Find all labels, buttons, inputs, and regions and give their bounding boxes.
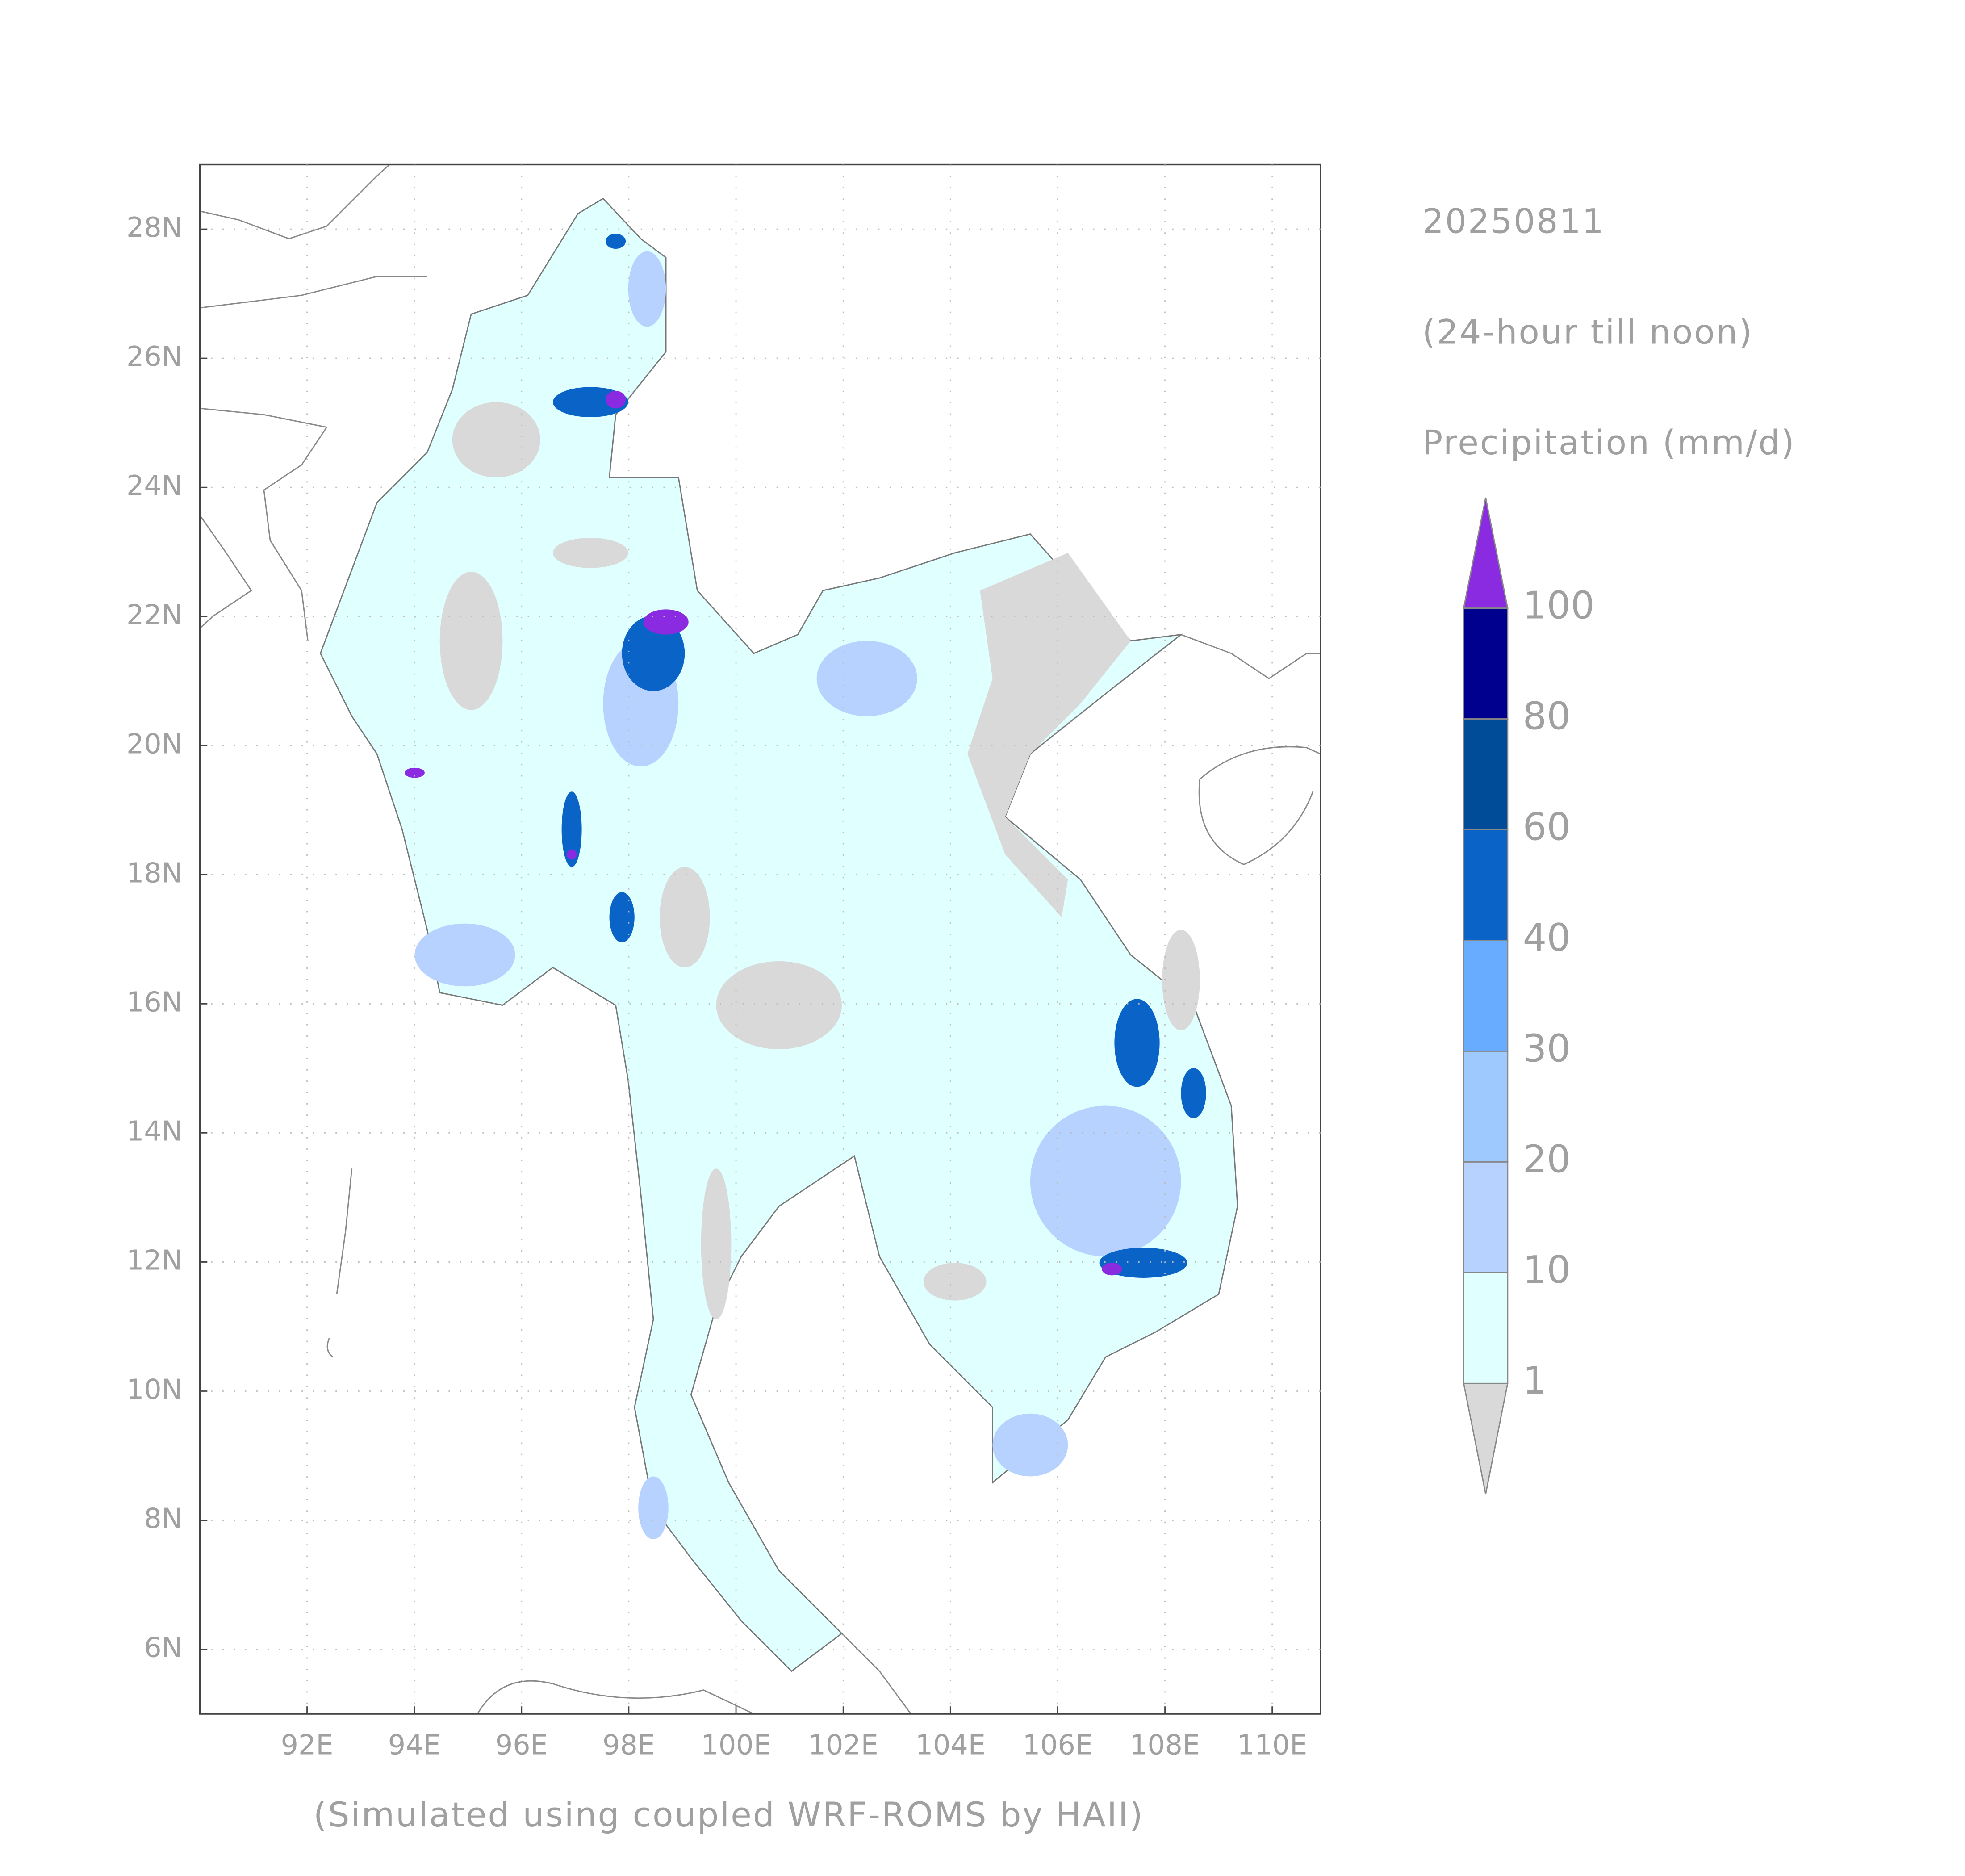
x-tick-label: 110E (1237, 1729, 1307, 1761)
x-tick-label: 102E (808, 1729, 878, 1761)
colorbar-box (1463, 1050, 1509, 1163)
colorbar-under (1463, 1382, 1509, 1495)
y-tick-label: 22N (126, 599, 182, 631)
land (319, 197, 1238, 1672)
colorbar-label: 20 (1523, 1137, 1571, 1181)
period-label: (24-hour till noon) (1422, 312, 1753, 352)
x-tick-label: 98E (602, 1729, 655, 1761)
colorbar-box (1463, 940, 1509, 1052)
y-tick-label: 12N (126, 1244, 182, 1277)
y-tick-label: 10N (126, 1374, 182, 1406)
y-tick-label: 18N (126, 857, 182, 889)
x-tick-label: 100E (701, 1729, 771, 1761)
colorbar-label: 60 (1523, 805, 1571, 849)
extreme-rain (404, 390, 1122, 1276)
x-tick-label: 92E (281, 1729, 334, 1761)
colorbar-label: 100 (1523, 584, 1595, 628)
colorbar-box (1463, 829, 1509, 941)
y-tick-label: 26N (126, 340, 182, 373)
x-tick-label: 96E (495, 1729, 548, 1761)
colorbar-over (1463, 497, 1509, 609)
y-tick-label: 8N (144, 1503, 182, 1535)
y-tick-label: 24N (126, 469, 182, 502)
y-tick-label: 16N (126, 986, 182, 1018)
caption: (Simulated using coupled WRF-ROMS by HAI… (314, 1795, 1144, 1834)
colorbar-box (1463, 1161, 1509, 1273)
land-mass (319, 197, 1238, 1672)
colorbar-label: 10 (1523, 1248, 1571, 1292)
y-tick-label: 14N (126, 1115, 182, 1147)
map-frame (199, 163, 1321, 1715)
colorbar-label: 80 (1523, 694, 1571, 738)
x-tick-label: 94E (388, 1729, 441, 1761)
date-label: 20250811 (1422, 202, 1605, 241)
colorbar-label: 1 (1523, 1359, 1547, 1403)
colorbar-label: 40 (1523, 916, 1571, 959)
colorbar-box (1463, 607, 1509, 720)
y-tick-label: 28N (126, 211, 182, 243)
light-rain (414, 251, 1181, 1540)
colorbar: 1 10 20 30 40 60 80 100 (1463, 497, 1595, 1495)
x-tick-label: 104E (916, 1729, 986, 1761)
variable-label: Precipitation (mm/d) (1422, 423, 1796, 462)
colorbar-label: 30 (1523, 1026, 1571, 1070)
colorbar-box (1463, 1272, 1509, 1384)
x-tick-label: 108E (1130, 1729, 1200, 1761)
x-tick-label: 106E (1023, 1729, 1093, 1761)
axes: 92E 94E 96E 98E 100E 102E 104E 106E 108E 110E 6N 8N… (126, 164, 1321, 1761)
y-tick-label: 20N (126, 728, 182, 760)
colorbar-box (1463, 718, 1509, 830)
y-tick-label: 6N (144, 1632, 182, 1664)
coastlines (199, 164, 1321, 1715)
